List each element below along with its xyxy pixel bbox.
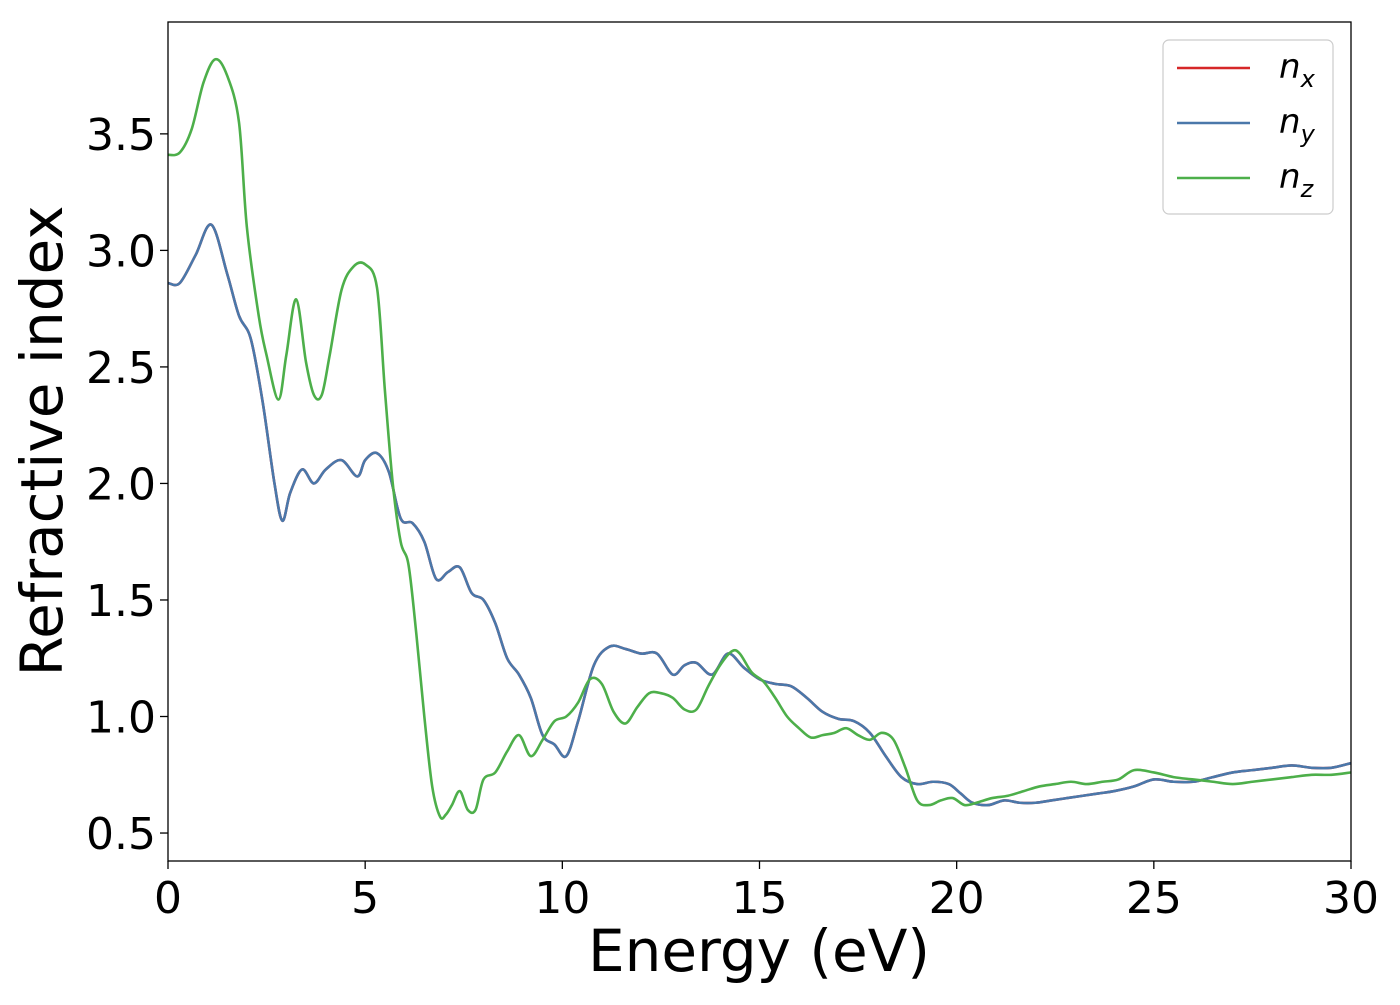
x-tick-label: 30 [1323, 873, 1379, 924]
series-line-y [168, 223, 1351, 807]
series-line-z [168, 57, 1351, 820]
y-tick-label: 3.5 [86, 110, 156, 161]
legend-label-y: ny [1279, 102, 1316, 148]
x-axis: 0 5 10 15 20 25 30 [154, 861, 1379, 924]
x-tick-label: 20 [929, 873, 985, 924]
x-tick-label: 0 [154, 873, 182, 924]
x-tick-label: 25 [1126, 873, 1182, 924]
legend-label-x: nx [1279, 47, 1316, 93]
plot-lines [168, 57, 1351, 820]
y-tick-label: 0.5 [86, 809, 156, 860]
y-axis-title: Refractive index [8, 205, 76, 676]
y-tick-label: 3.0 [86, 226, 156, 277]
legend-box [1162, 39, 1334, 215]
x-tick-label: 5 [351, 873, 379, 924]
y-tick-label: 2.5 [86, 343, 156, 394]
y-axis: 0.5 1.0 1.5 2.0 2.5 3.0 3.5 [86, 110, 168, 860]
y-tick-label: 1.5 [86, 576, 156, 627]
legend: nx ny nz [1162, 39, 1334, 215]
y-tick-label: 1.0 [86, 693, 156, 744]
x-axis-title: Energy (eV) [588, 917, 930, 985]
x-tick-label: 15 [732, 873, 788, 924]
y-tick-label: 2.0 [86, 459, 156, 510]
x-tick-label: 10 [534, 873, 590, 924]
series-line-x [168, 223, 1351, 807]
legend-label-z: nz [1279, 157, 1315, 203]
